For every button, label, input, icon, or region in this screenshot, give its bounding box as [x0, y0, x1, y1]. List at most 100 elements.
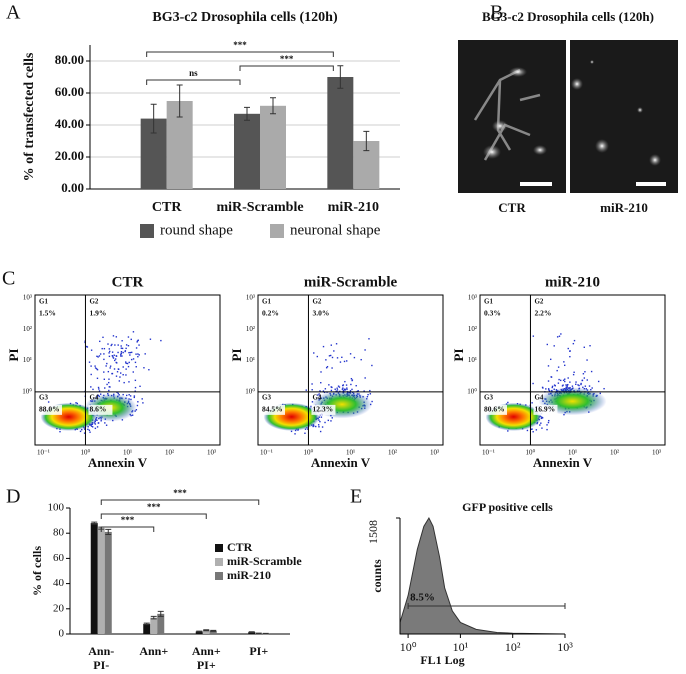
event-dot [91, 426, 94, 428]
error-bar [244, 106, 250, 121]
event-dot [541, 386, 544, 389]
x-tick-label: 10¹ [568, 449, 577, 457]
event-dot [132, 371, 134, 373]
event-dot [121, 340, 123, 342]
event-dot [569, 355, 571, 358]
x-tick-label: 10³ [430, 449, 439, 457]
event-dot [115, 355, 118, 357]
y-tick-label: 10⁰ [467, 387, 477, 395]
event-dot [547, 380, 550, 382]
event-dot [353, 356, 356, 359]
y-axis-label: PI [451, 349, 466, 362]
event-dot [130, 338, 132, 341]
error-bar [91, 521, 98, 525]
event-dot [565, 384, 567, 386]
event-dot [577, 384, 579, 386]
event-dot [355, 384, 357, 387]
gate-percent: 1.9% [89, 309, 106, 318]
event-dot [132, 331, 135, 333]
event-dot [546, 424, 548, 426]
event-dot [546, 343, 548, 346]
event-dot [120, 345, 122, 347]
event-dot [121, 347, 124, 350]
event-dot [562, 384, 564, 386]
label-backdrop [38, 404, 62, 415]
event-dot [83, 432, 86, 434]
event-dot [582, 373, 585, 375]
y-tick-label: 1508 [366, 520, 380, 544]
event-dot [335, 343, 338, 345]
event-dot [136, 341, 138, 343]
x-tick-label: 10⁰ [400, 640, 417, 654]
event-dot [337, 385, 340, 387]
event-dot [573, 339, 576, 342]
event-dot [548, 419, 550, 422]
bar [260, 105, 286, 189]
event-dot [134, 390, 136, 392]
significance-label: *** [121, 515, 135, 525]
event-dot [115, 361, 117, 364]
event-dot [349, 353, 352, 355]
label-backdrop [483, 404, 507, 415]
event-dot [132, 358, 135, 360]
event-dot [115, 375, 118, 377]
event-dot [135, 366, 137, 368]
y-axis-label: PI [229, 349, 244, 362]
event-dot [550, 376, 553, 378]
x-tick-label: PI+ [197, 658, 216, 672]
event-dot [540, 417, 543, 420]
event-dot [120, 353, 122, 356]
event-dot [311, 401, 314, 403]
event-dot [114, 359, 116, 362]
legend-label: round shape [160, 222, 233, 238]
significance-bracket [146, 79, 241, 85]
event-dot [97, 422, 100, 424]
event-dot [323, 391, 326, 394]
event-dot [96, 419, 98, 421]
event-dot [121, 355, 123, 357]
event-dot [106, 383, 108, 386]
event-dot [330, 420, 332, 422]
histogram-area [399, 516, 566, 635]
significance-bracket [100, 513, 207, 519]
event-dot [111, 351, 114, 353]
x-tick-label: 10² [388, 449, 397, 457]
event-dot [307, 428, 309, 430]
event-dot [129, 351, 132, 354]
event-dot [120, 355, 122, 357]
event-dot [136, 404, 139, 407]
event-dot [564, 380, 566, 383]
event-dot [134, 386, 137, 389]
x-tick-label: 10³ [207, 449, 216, 457]
event-dot [115, 336, 118, 338]
event-dot [109, 367, 111, 369]
event-dot [344, 380, 346, 383]
gate-percent: 3.0% [312, 309, 329, 318]
event-dot [586, 379, 588, 381]
panel-label: A [6, 2, 21, 24]
event-dot [160, 339, 162, 342]
event-dot [93, 422, 95, 424]
event-dot [113, 354, 115, 356]
event-dot [588, 385, 591, 387]
event-dot [135, 353, 137, 355]
event-dot [92, 388, 94, 391]
event-dot [580, 383, 582, 386]
gate-label: 8.5% [410, 592, 435, 604]
event-dot [127, 336, 130, 338]
event-dot [137, 339, 139, 341]
y-tick-label: 80 [53, 527, 65, 539]
event-dot [294, 433, 296, 435]
event-dot [547, 421, 550, 424]
bar [195, 631, 203, 634]
y-axis-label: % of cells [30, 546, 44, 596]
error-bar [143, 622, 150, 626]
event-dot [94, 427, 97, 430]
event-dot [59, 430, 61, 433]
y-tick-label: 40 [53, 577, 65, 589]
event-dot [108, 381, 110, 384]
event-dot [133, 396, 135, 399]
event-dot [111, 372, 113, 375]
event-dot [131, 414, 134, 416]
